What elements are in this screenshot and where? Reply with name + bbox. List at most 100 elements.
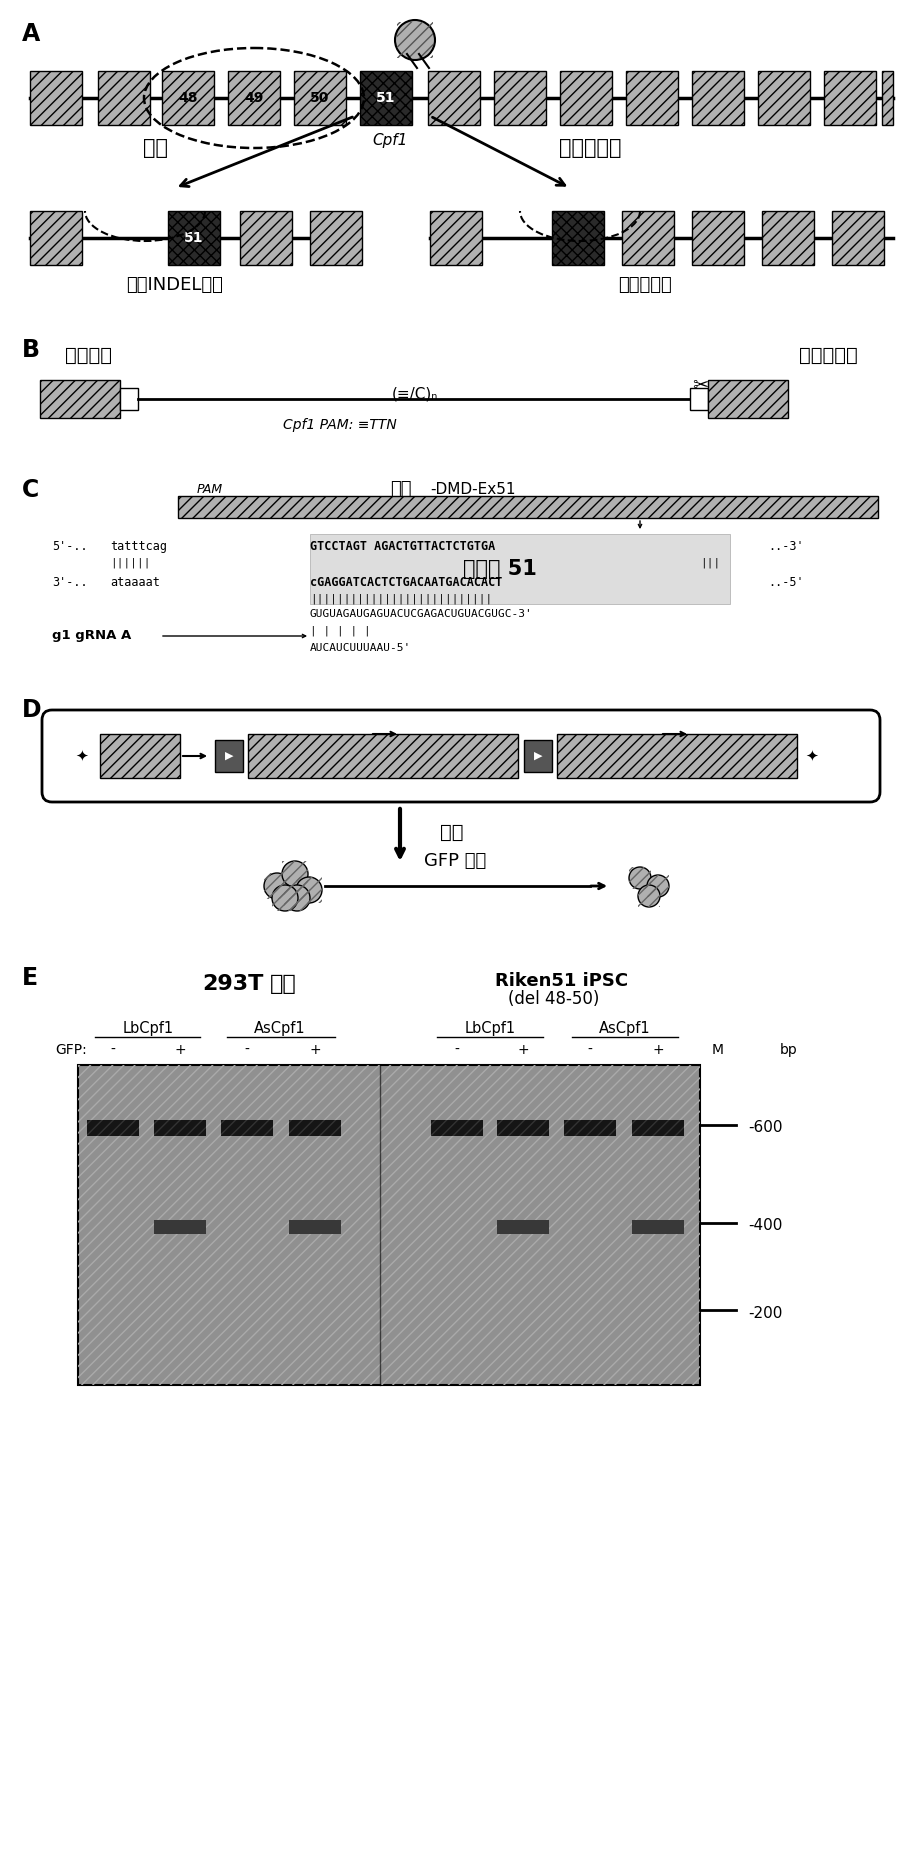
Bar [497, 1119, 549, 1136]
Bar [30, 71, 82, 126]
Bar [98, 71, 150, 126]
Text: 靶标: 靶标 [390, 480, 412, 499]
Text: 3'-..: 3'-.. [52, 576, 88, 589]
Text: 转染: 转染 [440, 823, 463, 842]
Bar [497, 1221, 549, 1234]
Bar [154, 1119, 206, 1136]
Text: ✂: ✂ [692, 377, 708, 396]
Text: -: - [454, 1042, 460, 1057]
Bar [560, 71, 612, 126]
Bar [178, 497, 878, 518]
Bar [289, 1119, 341, 1136]
Text: 剪接接纳体: 剪接接纳体 [799, 347, 858, 366]
Bar [647, 876, 669, 896]
Bar [632, 1119, 684, 1136]
Circle shape [395, 21, 435, 60]
Text: Cpf1: Cpf1 [372, 133, 408, 148]
Circle shape [647, 876, 669, 896]
Text: (≡/C)ₙ: (≡/C)ₙ [391, 386, 438, 401]
Bar [758, 71, 810, 126]
Bar [397, 22, 433, 58]
Text: |||: ||| [700, 557, 720, 568]
Bar [100, 733, 180, 778]
Text: +: + [517, 1042, 529, 1057]
Text: 外显子跳读: 外显子跳读 [618, 276, 672, 294]
Bar [282, 861, 308, 887]
Text: ✦: ✦ [806, 748, 819, 763]
Text: +: + [174, 1042, 186, 1057]
Bar [228, 71, 280, 126]
Text: AUCAUCUUUAAU-5': AUCAUCUUUAAU-5' [310, 643, 412, 652]
Bar [632, 1119, 684, 1136]
Text: g1 gRNA A: g1 gRNA A [52, 628, 131, 641]
Bar [30, 212, 82, 264]
Text: 49: 49 [245, 92, 264, 105]
Bar [221, 1119, 273, 1136]
Bar [692, 212, 744, 264]
Bar [832, 212, 884, 264]
Text: 重构: 重构 [142, 139, 167, 158]
Bar [690, 388, 708, 411]
Text: cGAGGATCACTCTGACAATGACACACT: cGAGGATCACTCTGACAATGACACACT [310, 576, 502, 589]
Bar [168, 212, 220, 264]
Circle shape [264, 874, 290, 898]
Bar [428, 71, 480, 126]
Bar [692, 71, 744, 126]
Text: (del 48-50): (del 48-50) [508, 990, 599, 1009]
Text: ✦: ✦ [76, 748, 89, 763]
Text: -400: -400 [748, 1217, 783, 1232]
Bar [557, 733, 797, 778]
Bar [264, 874, 290, 898]
Bar [294, 71, 346, 126]
Text: -600: -600 [748, 1121, 783, 1136]
Bar [248, 733, 518, 778]
Text: AsCpf1: AsCpf1 [599, 1022, 651, 1037]
Text: -: - [245, 1042, 249, 1057]
Bar [154, 1119, 206, 1136]
Bar [564, 1119, 616, 1136]
Bar [524, 741, 552, 772]
Text: 51: 51 [377, 92, 396, 105]
Bar [162, 71, 214, 126]
Bar [154, 1221, 206, 1234]
Text: ataaaat: ataaaat [110, 576, 160, 589]
Bar [762, 212, 814, 264]
Bar [78, 1065, 700, 1386]
Bar [272, 885, 298, 911]
Text: ||||||: |||||| [110, 557, 150, 568]
Text: +: + [653, 1042, 664, 1057]
Text: ..-5': ..-5' [768, 576, 804, 589]
Circle shape [282, 861, 308, 887]
Text: |||||||||||||||||||||||||||: ||||||||||||||||||||||||||| [310, 592, 492, 604]
Circle shape [272, 885, 298, 911]
Text: 外显子跳读: 外显子跳读 [558, 139, 621, 158]
Text: 剪接供体: 剪接供体 [65, 347, 112, 366]
Text: ..-3': ..-3' [768, 540, 804, 553]
Bar [494, 71, 546, 126]
Bar [564, 1119, 616, 1136]
Text: M: M [712, 1042, 724, 1057]
Bar [882, 71, 893, 126]
Text: C: C [22, 478, 40, 502]
Text: -: - [588, 1042, 593, 1057]
Text: 48: 48 [178, 92, 198, 105]
Circle shape [284, 885, 310, 911]
Bar [215, 741, 243, 772]
Bar [289, 1119, 341, 1136]
Text: LbCpf1: LbCpf1 [123, 1022, 174, 1037]
Text: GUGUAGAUGAGUACUCGAGACUGUACGUGC-3': GUGUAGAUGAGUACUCGAGACUGUACGUGC-3' [310, 609, 533, 619]
Text: B: B [22, 338, 40, 362]
Text: -200: -200 [748, 1305, 783, 1320]
Bar [622, 212, 674, 264]
Bar [221, 1119, 273, 1136]
Text: AsCpf1: AsCpf1 [254, 1022, 306, 1037]
Bar [310, 212, 362, 264]
Bar [289, 1221, 341, 1234]
Bar [40, 381, 120, 418]
Bar [638, 885, 660, 908]
Bar [120, 388, 138, 411]
Text: PAM: PAM [197, 484, 223, 497]
Bar [87, 1119, 139, 1136]
Bar [552, 212, 604, 264]
Bar [87, 1119, 139, 1136]
